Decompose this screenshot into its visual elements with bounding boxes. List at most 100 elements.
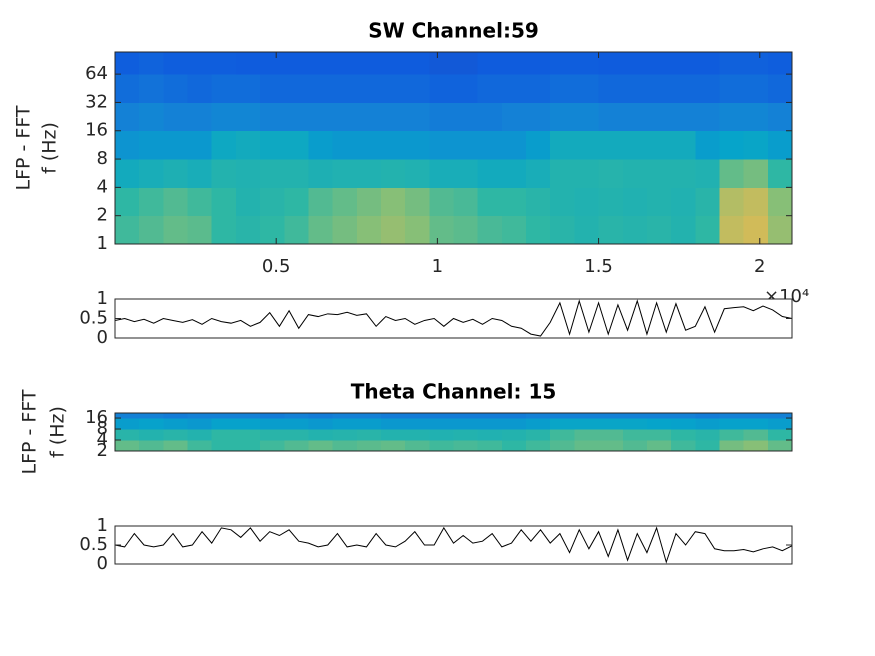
axes-box xyxy=(114,412,793,452)
heatmap-cell xyxy=(671,74,696,103)
heatmap-cell xyxy=(574,418,600,430)
heatmap-cell xyxy=(260,52,285,75)
heatmap-cell xyxy=(550,187,575,217)
heatmap-cell xyxy=(622,418,648,430)
heatmap-cell xyxy=(743,440,769,452)
heatmap-cell xyxy=(211,215,237,245)
heatmap-cell xyxy=(767,429,793,441)
heatmap-cell xyxy=(356,418,382,430)
heatmap-cell xyxy=(115,187,140,217)
heatmap-cell xyxy=(211,74,237,103)
heatmap-cell xyxy=(598,74,624,103)
heatmap-cell xyxy=(332,440,358,452)
heatmap-cell xyxy=(211,187,237,217)
heatmap-cell xyxy=(356,187,382,217)
heatmap-cell xyxy=(405,429,430,441)
heatmap-cell xyxy=(260,418,285,430)
heatmap-cell xyxy=(646,130,672,160)
heatmap-cell xyxy=(501,74,527,103)
heatmap-cell xyxy=(260,215,285,245)
heatmap-cell xyxy=(719,413,745,419)
trace-line xyxy=(114,299,793,337)
heatmap-cell xyxy=(284,74,309,103)
heatmap-cell xyxy=(187,215,213,245)
heatmap-cell xyxy=(501,159,527,188)
heatmap-cell xyxy=(332,418,358,430)
heatmap-cell xyxy=(550,74,575,103)
heatmap-cell xyxy=(260,429,285,441)
heatmap-cell xyxy=(163,187,189,217)
heatmap-cell xyxy=(356,74,382,103)
heatmap-cell xyxy=(405,413,430,419)
heatmap-cell xyxy=(211,52,237,75)
heatmap-cell xyxy=(598,159,624,188)
heatmap-cell xyxy=(380,418,406,430)
heatmap-cell xyxy=(671,413,696,419)
heatmap-cell xyxy=(260,413,285,419)
heatmap-cell xyxy=(187,187,213,217)
heatmap-cell xyxy=(671,52,696,75)
heatmap-cell xyxy=(115,130,140,160)
heatmap-cell xyxy=(260,187,285,217)
heatmap-cell xyxy=(187,130,213,160)
heatmap-cell xyxy=(115,159,140,188)
heatmap-cell xyxy=(139,130,164,160)
heatmap-cell xyxy=(453,429,479,441)
y-tick-label: 16 xyxy=(85,120,108,141)
heatmap-cell xyxy=(598,52,624,75)
heatmap-cell xyxy=(767,74,793,103)
heatmap-cell xyxy=(405,440,430,452)
heatmap-cell xyxy=(115,418,140,430)
heatmap-cell xyxy=(453,130,479,160)
heatmap-cell xyxy=(574,52,600,75)
heatmap-cell xyxy=(719,52,745,75)
heatmap-cell xyxy=(380,74,406,103)
heatmap-cell xyxy=(767,413,793,419)
heatmap-cell xyxy=(767,187,793,217)
heatmap-cell xyxy=(743,159,769,188)
heatmap-cell xyxy=(211,413,237,419)
heatmap-cell xyxy=(356,440,382,452)
heatmap-cell xyxy=(139,159,164,188)
heatmap-cell xyxy=(622,429,648,441)
heatmap-cell xyxy=(453,413,479,419)
heatmap-cell xyxy=(671,418,696,430)
y-tick-label: 64 xyxy=(85,63,108,84)
heatmap-cell xyxy=(622,102,648,132)
heatmap-cell xyxy=(235,187,261,217)
heatmap-cell xyxy=(284,159,309,188)
heatmap-cell xyxy=(115,440,140,452)
heatmap-cell xyxy=(477,187,503,217)
heatmap-cell xyxy=(526,52,551,75)
heatmap-cell xyxy=(260,440,285,452)
heatmap-cell xyxy=(695,187,720,217)
y-tick-label: 1 xyxy=(97,233,108,254)
heatmap-cell xyxy=(646,413,672,419)
heatmap-cell xyxy=(622,159,648,188)
heatmap-cell xyxy=(139,52,164,75)
heatmap-cell xyxy=(405,130,430,160)
heatmap-cell xyxy=(380,130,406,160)
heatmap-cell xyxy=(477,413,503,419)
heatmap-cell xyxy=(380,440,406,452)
heatmap-cell xyxy=(211,429,237,441)
x-tick-label: 1.5 xyxy=(584,256,613,277)
heatmap-cell xyxy=(550,159,575,188)
heatmap-cell xyxy=(550,102,575,132)
heatmap-cell xyxy=(501,429,527,441)
heatmap-cell xyxy=(550,413,575,419)
heatmap-cell xyxy=(235,130,261,160)
heatmap-cell xyxy=(550,418,575,430)
heatmap-cell xyxy=(477,429,503,441)
heatmap-cell xyxy=(235,74,261,103)
heatmap-cell xyxy=(550,440,575,452)
heatmap-cell xyxy=(574,215,600,245)
heatmap-cell xyxy=(235,215,261,245)
heatmap-cell xyxy=(163,159,189,188)
heatmap-cell xyxy=(308,418,334,430)
heatmap-cell xyxy=(477,418,503,430)
heatmap-cell xyxy=(405,102,430,132)
heatmap-cell xyxy=(115,429,140,441)
heatmap-cell xyxy=(526,413,551,419)
